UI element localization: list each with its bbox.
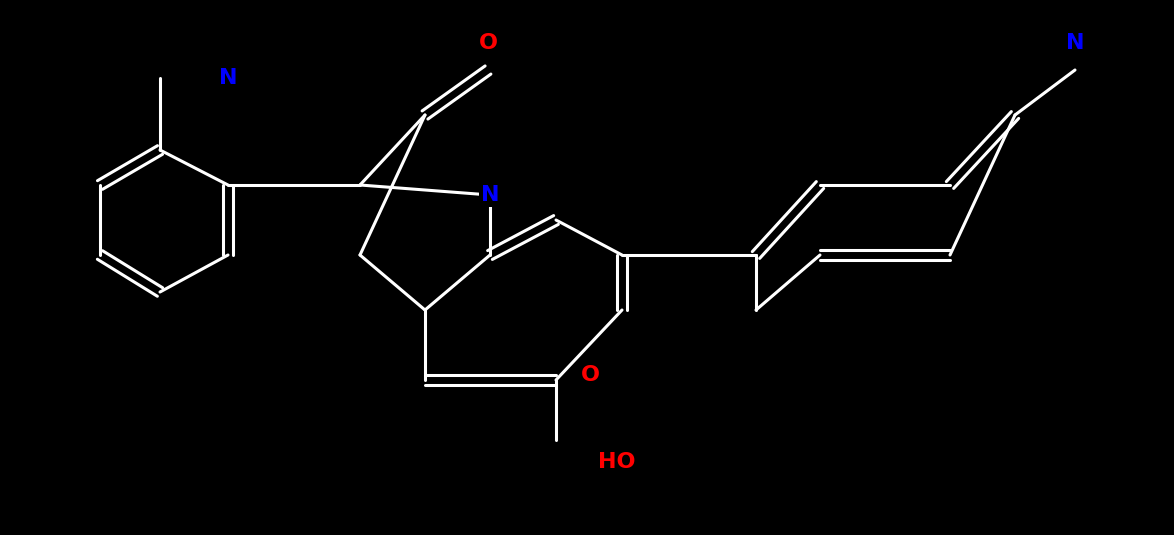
Text: N: N	[1066, 33, 1085, 53]
Text: N: N	[480, 185, 499, 205]
Text: N: N	[218, 68, 237, 88]
Text: HO: HO	[599, 452, 636, 472]
Text: O: O	[580, 365, 600, 385]
Text: O: O	[479, 33, 498, 53]
